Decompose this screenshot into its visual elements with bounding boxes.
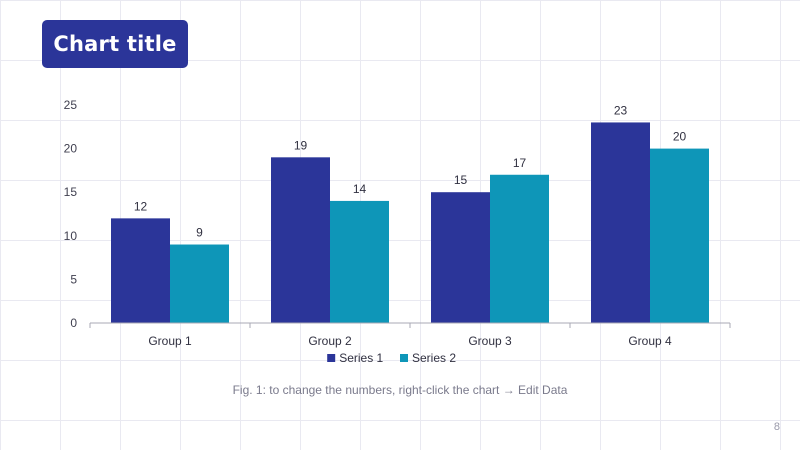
y-tick-label: 15 [64,185,78,199]
bar [591,122,650,323]
bar [431,192,490,323]
y-tick-label: 20 [64,142,78,156]
page-number: 8 [773,421,780,433]
legend-swatch [400,354,408,362]
bar [111,218,170,323]
legend-swatch [327,354,336,362]
data-labels: 12 9 19 14 15 17 23 20 [134,103,687,239]
figure-caption: Fig. 1: to change the numbers, right-cli… [232,383,568,397]
chart-title: Chart title [42,20,188,68]
y-tick-label: 0 [70,316,77,330]
data-label: 14 [353,182,367,196]
legend-label: Series 1 [339,351,383,365]
bar [271,157,330,323]
legend-label: Series 2 [412,351,456,365]
data-label: 23 [614,103,628,117]
y-tick-label: 5 [70,272,77,286]
x-axis-ticks [89,323,731,328]
y-tick-label: 25 [64,98,78,112]
x-tick-label: Group 1 [148,334,192,348]
x-tick-label: Group 2 [308,334,352,348]
data-label: 12 [134,199,148,213]
bar [650,148,709,323]
x-tick-label: Group 3 [468,334,512,348]
bars [111,122,709,323]
data-label: 9 [196,226,203,240]
data-label: 15 [454,173,468,187]
bar [170,244,229,323]
legend: Series 1 Series 2 [327,351,456,365]
y-tick-label: 10 [64,229,78,243]
y-axis-labels: 0 5 10 15 20 25 [64,98,78,330]
bar [490,174,549,323]
bar [330,200,389,323]
data-label: 19 [294,138,308,152]
x-axis-labels: Group 1 Group 2 Group 3 Group 4 [148,334,672,348]
x-tick-label: Group 4 [628,334,672,348]
data-label: 20 [673,130,687,144]
data-label: 17 [513,156,527,170]
